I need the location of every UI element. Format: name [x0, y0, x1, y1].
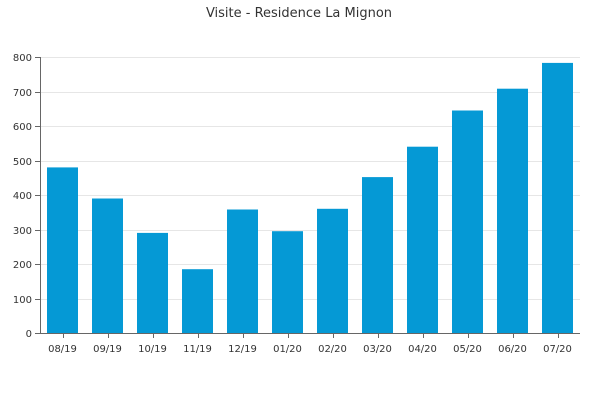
bar-12-19 [227, 209, 258, 333]
y-tick-labels: 0 100 200 300 400 500 600 700 800 [13, 53, 32, 340]
x-tick-label: 12/19 [228, 344, 257, 355]
x-tick-label: 04/20 [408, 344, 437, 355]
bar-10-19 [137, 232, 168, 333]
x-tick-label: 05/20 [453, 344, 482, 355]
bar-07-20 [542, 62, 573, 334]
y-tick-label: 0 [26, 329, 32, 340]
x-tick-labels: 08/19 09/19 10/19 11/19 12/19 01/20 02/20 03/20… [48, 344, 572, 355]
y-tick-label: 200 [13, 260, 32, 271]
bar-01-20 [272, 231, 303, 333]
bar-11-19 [182, 269, 213, 333]
bar-09-19 [92, 198, 123, 333]
y-tick-label: 700 [13, 88, 32, 99]
x-tick-label: 08/19 [48, 344, 77, 355]
y-tick-label: 300 [13, 226, 32, 237]
x-tick-label: 02/20 [318, 344, 347, 355]
x-tick-label: 01/20 [273, 344, 302, 355]
y-tick-label: 800 [13, 53, 32, 64]
y-tick-label: 100 [13, 295, 32, 306]
y-tick-label: 400 [13, 191, 32, 202]
bar-05-20 [452, 110, 483, 333]
bar-06-20 [497, 88, 528, 333]
y-tick-label: 600 [13, 122, 32, 133]
x-tick-label: 06/20 [498, 344, 527, 355]
bars [47, 62, 573, 334]
grid-lines [40, 57, 580, 300]
bar-02-20 [317, 208, 348, 333]
bar-04-20 [407, 146, 438, 333]
x-tick-label: 11/19 [183, 344, 212, 355]
x-tick-label: 09/19 [93, 344, 122, 355]
x-tick-label: 10/19 [138, 344, 167, 355]
bar-08-19 [47, 167, 78, 333]
chart-title: Visite - Residence La Mignon [206, 6, 392, 21]
bar-03-20 [362, 177, 393, 333]
x-tick-label: 03/20 [363, 344, 392, 355]
axes [35, 57, 580, 338]
y-tick-label: 500 [13, 157, 32, 168]
x-tick-label: 07/20 [543, 344, 572, 355]
